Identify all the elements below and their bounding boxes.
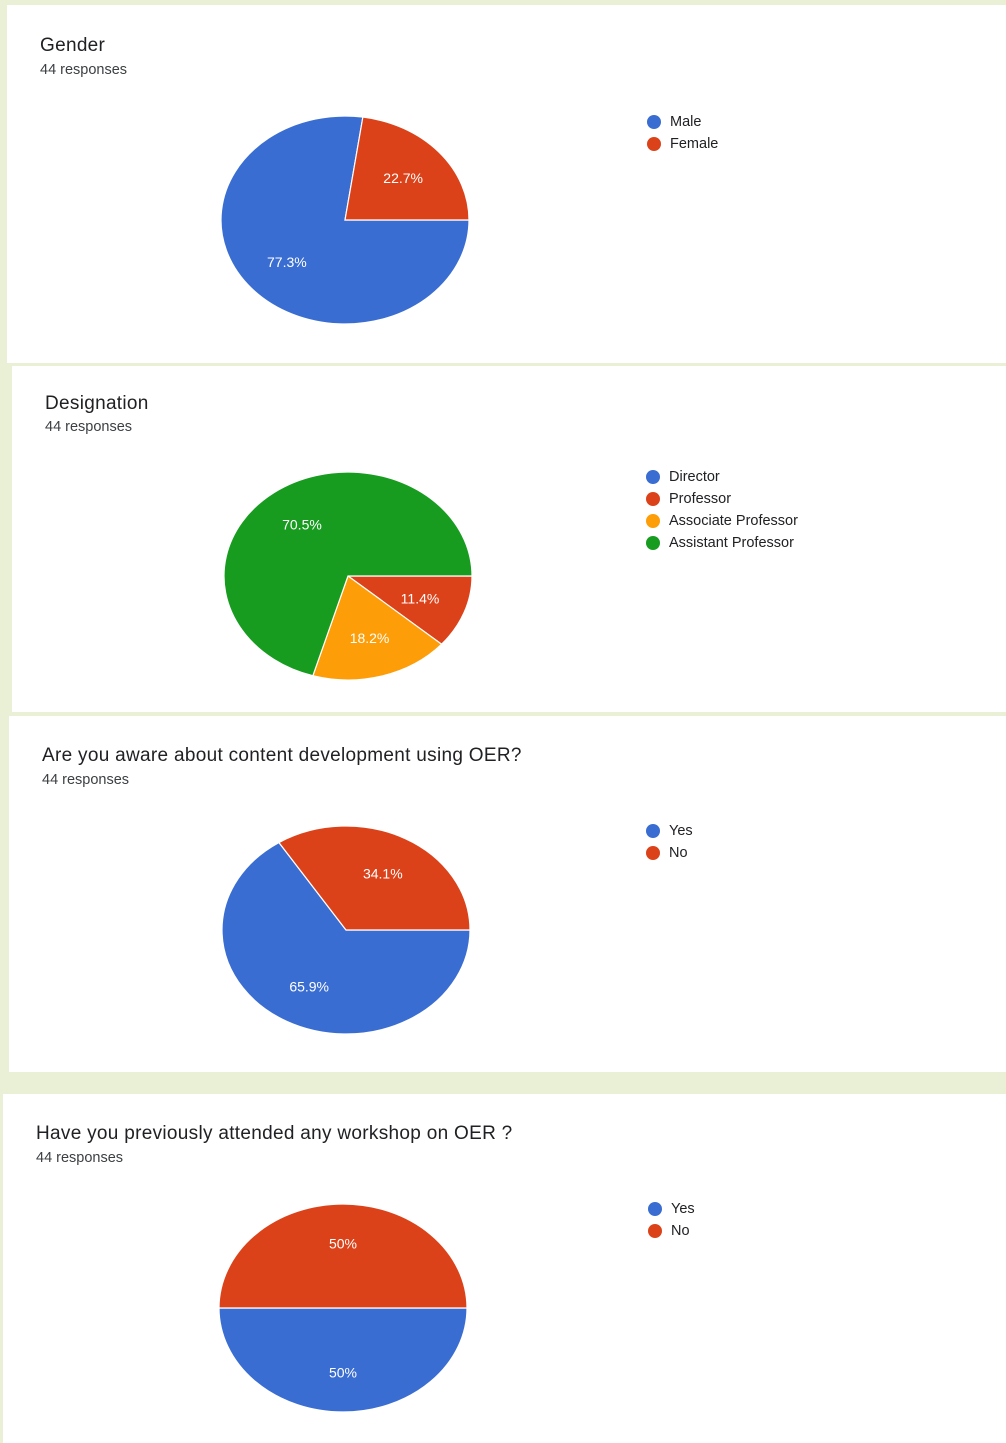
legend-swatch <box>647 115 661 129</box>
slice-value-label: 70.5% <box>282 516 322 532</box>
chart-legend: Yes No <box>646 820 693 864</box>
legend-item: No <box>646 842 693 864</box>
legend-swatch <box>646 824 660 838</box>
chart-card-designation: Designation 44 responses 11.4% 18.2% 70.5%… <box>12 366 1006 712</box>
pie-chart: 50% 50% <box>218 1203 468 1413</box>
legend-label: Yes <box>671 1201 695 1217</box>
slice-value-label: 65.9% <box>289 979 329 995</box>
pie-slice-associate-professor <box>312 575 443 681</box>
pie-slice-no <box>277 825 471 931</box>
pie-chart: 11.4% 18.2% 70.5% <box>223 471 473 681</box>
chart-subtitle: 44 responses <box>40 62 128 78</box>
legend-item: Yes <box>646 820 693 842</box>
slice-value-label: 22.7% <box>383 170 423 186</box>
pie-slice-assistant-professor <box>223 471 473 677</box>
pie-slice-female <box>344 116 470 221</box>
legend-label: Director <box>669 469 720 485</box>
legend-label: Assistant Professor <box>669 535 794 551</box>
legend-swatch <box>646 846 660 860</box>
legend-item: Professor <box>646 488 798 510</box>
pie-slice-professor <box>346 575 473 646</box>
slice-value-label: 11.4% <box>401 591 440 607</box>
slice-value-label: 18.2% <box>350 630 390 646</box>
chart-legend: Male Female <box>647 111 718 155</box>
legend-label: No <box>671 1223 690 1239</box>
slice-value-label: 50% <box>329 1364 357 1380</box>
legend-item: Male <box>647 111 718 133</box>
chart-title: Have you previously attended any worksho… <box>36 1123 513 1144</box>
legend-label: Professor <box>669 491 732 507</box>
pie-chart: 77.3% 22.7% <box>220 115 470 325</box>
pie-chart: 65.9% 34.1% <box>221 825 471 1035</box>
legend-swatch <box>648 1202 662 1216</box>
legend-swatch <box>647 137 661 151</box>
legend-item: No <box>648 1220 695 1242</box>
chart-title: Designation <box>45 393 149 414</box>
legend-label: Yes <box>669 823 693 839</box>
pie-slice-yes <box>218 1307 468 1413</box>
legend-item: Female <box>647 133 718 155</box>
chart-subtitle: 44 responses <box>42 772 130 788</box>
legend-swatch <box>646 470 660 484</box>
legend-item: Director <box>646 466 798 488</box>
chart-title: Gender <box>40 35 106 56</box>
chart-subtitle: 44 responses <box>45 419 133 435</box>
legend-swatch <box>646 536 660 550</box>
slice-value-label: 50% <box>329 1236 357 1252</box>
chart-legend: Yes No <box>648 1198 695 1242</box>
legend-item: Yes <box>648 1198 695 1220</box>
legend-label: No <box>669 845 688 861</box>
legend-label: Female <box>670 136 719 152</box>
chart-card-gender: Gender 44 responses 77.3% 22.7% Male Femal… <box>7 5 1006 363</box>
pie-slice-no <box>218 1203 468 1309</box>
chart-subtitle: 44 responses <box>36 1150 124 1166</box>
chart-card-oer-awareness: Are you aware about content development … <box>9 716 1006 1072</box>
chart-title: Are you aware about content development … <box>42 745 522 766</box>
legend-label: Male <box>670 114 702 130</box>
chart-card-oer-workshop: Have you previously attended any worksho… <box>3 1094 1006 1443</box>
legend-swatch <box>646 492 660 506</box>
chart-legend: Director Professor Associate Professor Assi… <box>646 466 798 554</box>
legend-label: Associate Professor <box>669 513 798 529</box>
pie-slice-yes <box>221 841 471 1035</box>
legend-swatch <box>648 1224 662 1238</box>
slice-value-label: 77.3% <box>267 254 307 270</box>
legend-item: Associate Professor <box>646 510 798 532</box>
slice-value-label: 34.1% <box>363 865 403 881</box>
legend-item: Assistant Professor <box>646 532 798 554</box>
legend-swatch <box>646 514 660 528</box>
